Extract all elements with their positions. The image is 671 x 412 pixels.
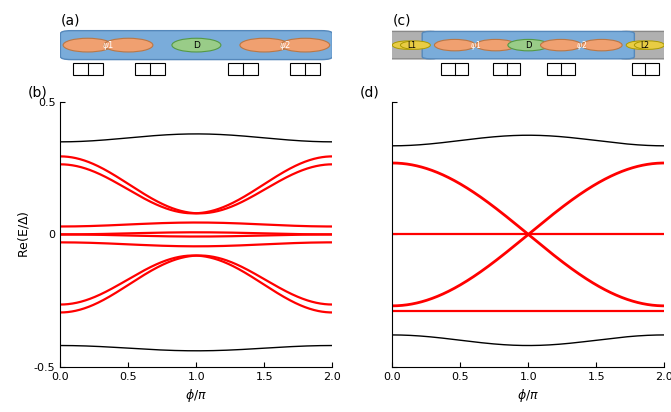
Circle shape [393,41,422,49]
Circle shape [508,40,549,51]
Circle shape [626,41,656,49]
Circle shape [63,38,112,52]
Bar [548,63,574,75]
X-axis label: $\phi/\pi$: $\phi/\pi$ [517,387,539,404]
Bar [442,63,468,75]
FancyBboxPatch shape [618,31,671,59]
Bar [72,63,103,75]
Text: D: D [193,41,200,49]
Text: $\psi$1: $\psi$1 [102,39,114,52]
Bar [493,63,520,75]
Text: (b): (b) [28,86,48,100]
FancyBboxPatch shape [384,31,439,59]
Text: (d): (d) [360,86,379,100]
FancyBboxPatch shape [60,30,332,60]
X-axis label: $\phi/\pi$: $\phi/\pi$ [185,387,207,404]
Bar [291,63,320,75]
Bar [135,63,165,75]
Circle shape [634,41,664,49]
Text: $\psi$2: $\psi$2 [279,39,291,52]
Circle shape [240,38,289,52]
Text: D: D [525,41,531,49]
Circle shape [475,40,516,51]
Text: $\psi$1: $\psi$1 [470,39,481,52]
Circle shape [434,40,475,51]
Circle shape [581,40,622,51]
Text: L2: L2 [641,41,650,49]
Circle shape [172,38,221,52]
Bar [631,63,659,75]
FancyBboxPatch shape [422,31,634,59]
Circle shape [104,38,153,52]
Bar [227,63,258,75]
Text: L1: L1 [407,41,416,49]
Text: (a): (a) [60,14,80,28]
Circle shape [401,41,430,49]
Circle shape [280,38,329,52]
Y-axis label: Re(E/$\Delta$): Re(E/$\Delta$) [16,211,31,258]
Text: $\psi$2: $\psi$2 [576,39,587,52]
Circle shape [541,40,581,51]
Text: (c): (c) [393,14,411,28]
